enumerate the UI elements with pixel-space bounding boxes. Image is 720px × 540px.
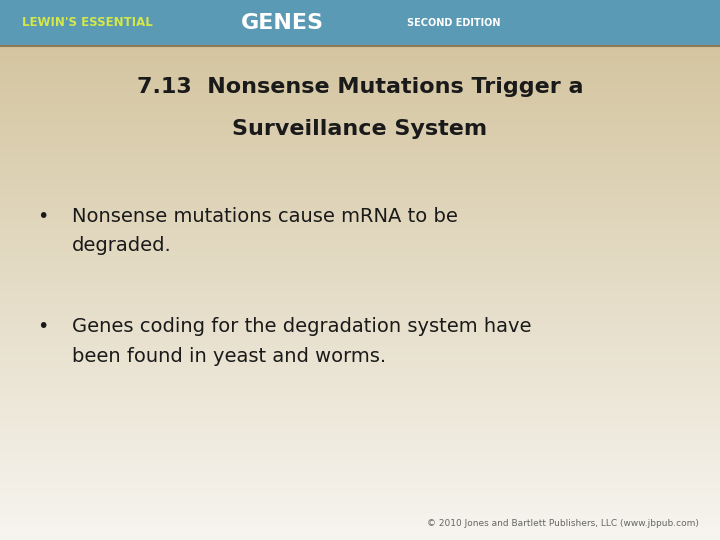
- Text: SECOND EDITION: SECOND EDITION: [407, 18, 500, 28]
- Text: •: •: [37, 317, 49, 336]
- FancyBboxPatch shape: [0, 0, 720, 46]
- Text: Nonsense mutations cause mRNA to be: Nonsense mutations cause mRNA to be: [72, 206, 458, 226]
- Text: 7.13  Nonsense Mutations Trigger a: 7.13 Nonsense Mutations Trigger a: [137, 77, 583, 98]
- Text: degraded.: degraded.: [72, 236, 172, 255]
- Text: •: •: [37, 206, 49, 226]
- Text: GENES: GENES: [241, 13, 324, 33]
- Text: Genes coding for the degradation system have: Genes coding for the degradation system …: [72, 317, 531, 336]
- Text: been found in yeast and worms.: been found in yeast and worms.: [72, 347, 386, 366]
- Text: Surveillance System: Surveillance System: [233, 118, 487, 139]
- Text: © 2010 Jones and Bartlett Publishers, LLC (www.jbpub.com): © 2010 Jones and Bartlett Publishers, LL…: [426, 519, 698, 528]
- Text: LEWIN'S ESSENTIAL: LEWIN'S ESSENTIAL: [22, 16, 153, 30]
